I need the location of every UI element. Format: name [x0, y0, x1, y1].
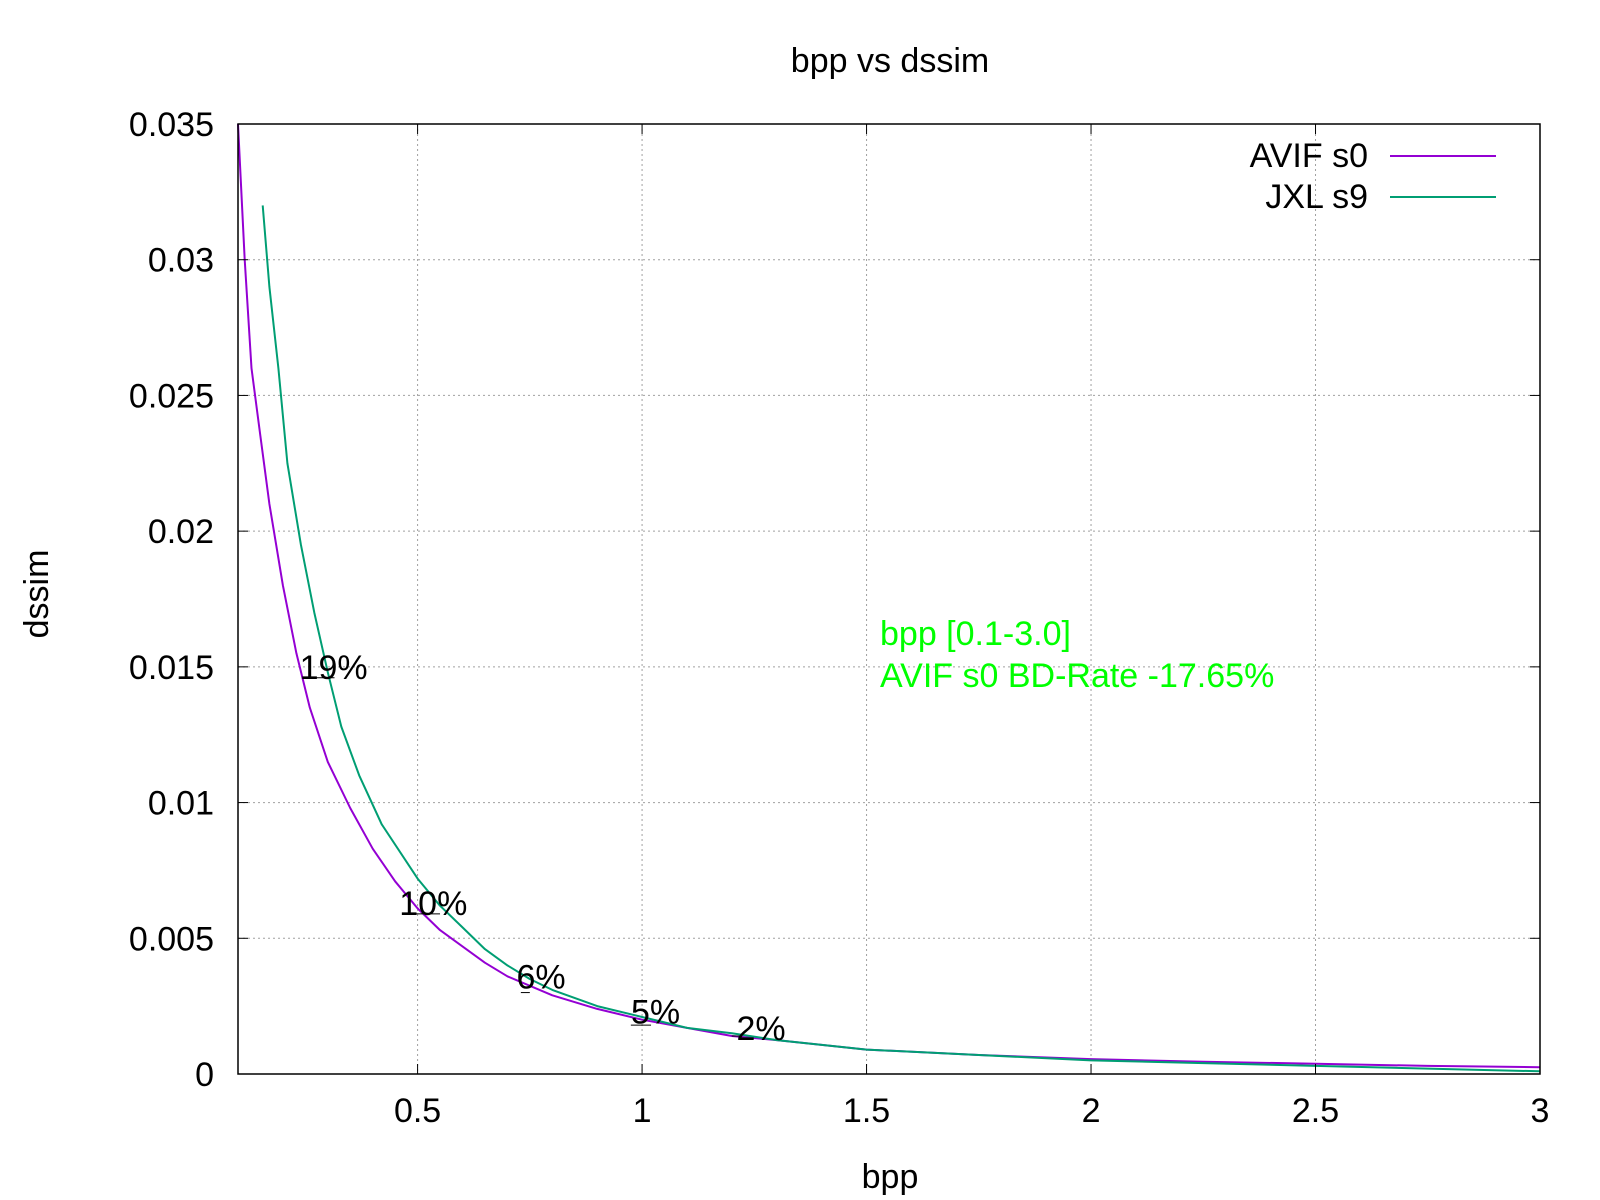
- x-tick-label: 1: [633, 1092, 652, 1130]
- y-tick-label: 0.035: [129, 106, 214, 144]
- y-tick-label: 0.02: [148, 513, 214, 551]
- y-tick-label: 0.01: [148, 785, 214, 823]
- y-tick-label: 0.025: [129, 377, 214, 415]
- annotation-label: 10%: [399, 885, 467, 923]
- x-axis-label: bpp: [862, 1158, 919, 1196]
- series-layer: [237, 123, 1541, 1073]
- annotation-layer: 19% 10% 6% 5% 2%: [300, 649, 786, 1048]
- range-note: bpp [0.1-3.0]: [880, 615, 1071, 653]
- x-tick-label: 2: [1082, 1092, 1101, 1130]
- plot-frame: [237, 123, 1541, 1075]
- series-line-0: [237, 123, 1541, 1069]
- legend: AVIF s0 JXL s9: [1250, 137, 1496, 216]
- y-tick-label: 0: [195, 1056, 214, 1094]
- annotation-label: 19%: [300, 649, 368, 687]
- y-tick-label: 0.015: [129, 649, 214, 687]
- tick-layer: 0.5 1 1.5 2 2.5 3 0 0.005 0.01 0.015 0.02 0.025 0.03…: [129, 106, 1550, 1130]
- x-tick-label: 1.5: [843, 1092, 890, 1130]
- annotation-label: 2%: [736, 1010, 785, 1048]
- legend-entry-avif-s0: AVIF s0: [1250, 137, 1368, 175]
- y-tick-label: 0.03: [148, 242, 214, 280]
- x-tick-label: 3: [1531, 1092, 1550, 1130]
- series-line-1: [261, 205, 1541, 1073]
- y-axis-label: dssim: [18, 550, 56, 639]
- bd-rate-note: AVIF s0 BD-Rate -17.65%: [880, 657, 1274, 695]
- bd-rate-notes: bpp [0.1-3.0] AVIF s0 BD-Rate -17.65%: [880, 615, 1274, 695]
- legend-entry-jxl-s9: JXL s9: [1265, 178, 1368, 216]
- grid-layer: [238, 124, 1540, 1074]
- annotation-label: 5%: [631, 994, 680, 1032]
- annotation-label: 6%: [516, 958, 565, 996]
- x-tick-label: 0.5: [394, 1092, 441, 1130]
- x-tick-label: 2.5: [1292, 1092, 1339, 1130]
- y-tick-label: 0.005: [129, 920, 214, 958]
- chart-title: bpp vs dssim: [791, 42, 989, 80]
